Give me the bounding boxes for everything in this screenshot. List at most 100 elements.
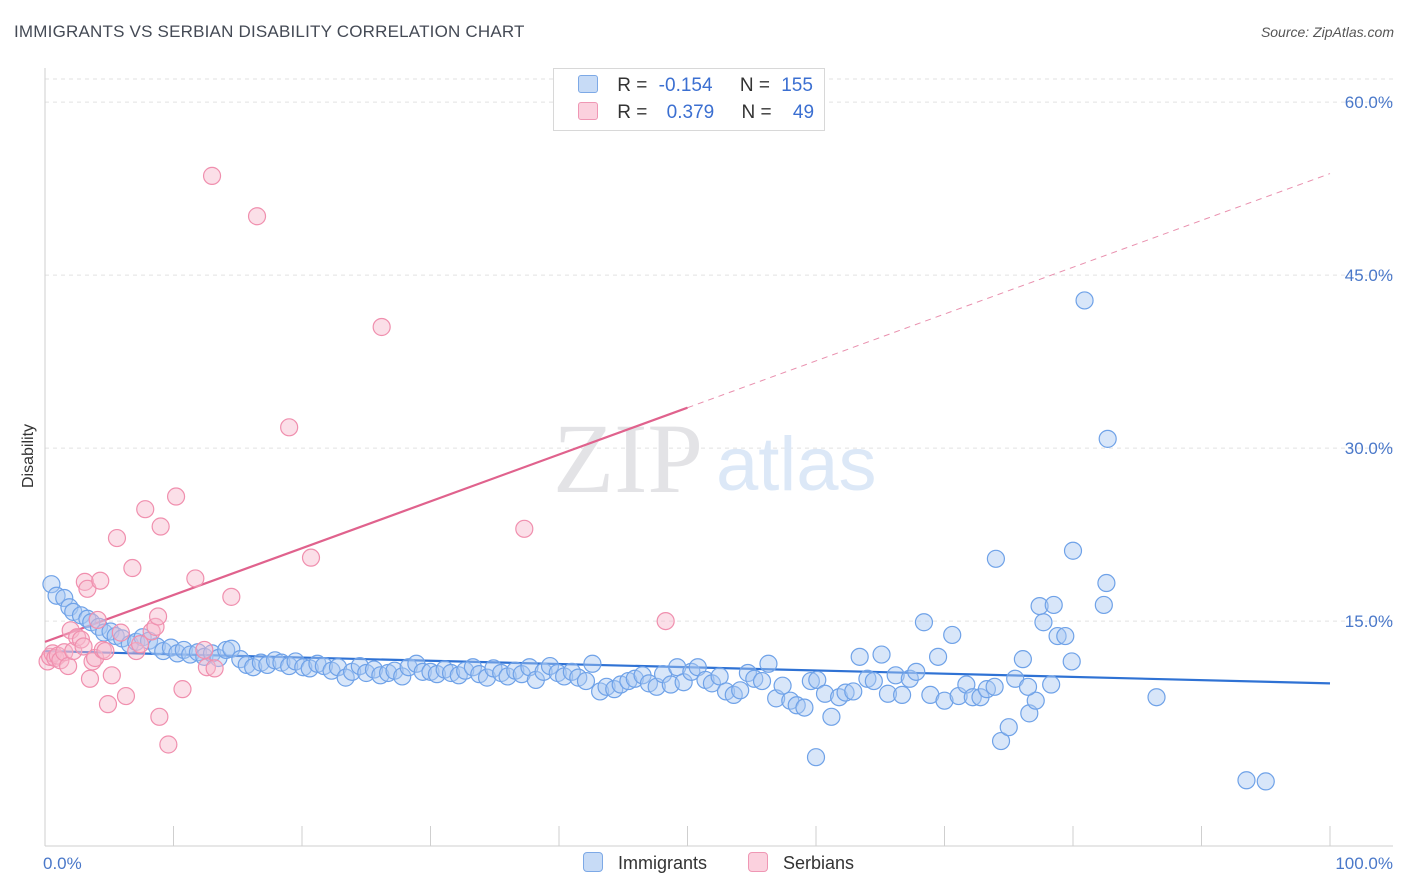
immigrants-point <box>702 674 722 693</box>
immigrants-point <box>42 575 61 594</box>
immigrants-point <box>174 640 193 660</box>
immigrants-point <box>477 668 497 687</box>
y-tick-labels: 15.0% 30.0% 45.0% 60.0% <box>1345 93 1393 631</box>
immigrants-point <box>1006 669 1025 688</box>
serbians-point <box>88 610 107 630</box>
serbians-point <box>222 587 241 606</box>
y-tick-label: 15.0% <box>1345 612 1393 631</box>
serbians-point <box>202 166 222 185</box>
serbians-point <box>159 735 178 754</box>
serbians-point <box>247 207 267 226</box>
immigrants-point <box>1094 595 1113 615</box>
legend-item-serbians[interactable]: Serbians <box>748 852 854 874</box>
immigrants-point <box>836 683 855 702</box>
serbians-point <box>71 630 91 649</box>
immigrants-point <box>222 639 241 658</box>
immigrants-point <box>801 671 820 691</box>
serbians-point <box>166 487 186 506</box>
immigrants-point <box>1237 771 1256 790</box>
immigrants-point <box>935 691 954 710</box>
serbians-point <box>280 418 299 437</box>
legend-label-immigrants: Immigrants <box>618 853 708 873</box>
series-legend: Immigrants Serbians <box>0 852 1406 876</box>
serbians-point <box>98 695 118 714</box>
serbians-point <box>515 519 534 538</box>
immigrants-point <box>710 667 729 686</box>
source-label: Source: ZipAtlas.com <box>1260 24 1394 40</box>
immigrants-point <box>907 662 926 681</box>
serbians-point <box>91 571 110 590</box>
legend-n-label: N = <box>741 102 772 123</box>
immigrants-point <box>806 748 826 767</box>
serbians-point <box>148 607 168 626</box>
serbians-point <box>197 658 217 677</box>
serbians-trend-line <box>44 406 688 643</box>
serbians-point <box>656 611 675 631</box>
immigrants-point <box>1062 652 1081 671</box>
immigrants-point <box>724 685 743 705</box>
legend-swatch-serbians <box>748 852 768 872</box>
immigrants-point <box>986 549 1006 568</box>
immigrants-point <box>892 685 912 705</box>
immigrants-point <box>89 617 109 636</box>
immigrants-point <box>1098 429 1117 448</box>
immigrants-point <box>1026 691 1045 710</box>
immigrants-point <box>900 669 919 688</box>
immigrants-point <box>999 718 1018 737</box>
legend-item-immigrants[interactable]: Immigrants <box>583 852 707 874</box>
immigrants-point <box>591 682 610 701</box>
immigrants-trend-line <box>44 649 1331 685</box>
immigrants-point <box>1030 596 1049 616</box>
legend-row-serbians: R = 0.379 N = 49 <box>578 102 814 126</box>
immigrants-point <box>878 684 898 703</box>
immigrants-point <box>795 698 814 717</box>
x-tick-label: 0.0% <box>43 854 82 873</box>
immigrants-point <box>1048 626 1067 646</box>
y-tick-label: 45.0% <box>1345 266 1393 285</box>
immigrants-point <box>449 666 468 685</box>
serbians-point <box>372 317 391 337</box>
serbians-point <box>146 617 165 636</box>
immigrants-point <box>1063 541 1083 560</box>
serbians-point <box>173 680 192 699</box>
immigrants-point <box>773 676 792 695</box>
immigrants-point <box>350 656 369 676</box>
grid-lines <box>45 78 1393 622</box>
x-tick-labels: 0.0% 100.0% <box>43 854 1393 873</box>
immigrants-point <box>682 662 701 681</box>
serbians-point <box>83 652 102 671</box>
serbians-trend-extension <box>687 173 1331 409</box>
immigrants-point <box>280 656 299 676</box>
immigrants-point <box>540 656 560 676</box>
immigrants-point <box>1044 595 1063 615</box>
immigrants-point <box>872 645 891 664</box>
immigrants-point <box>808 670 827 690</box>
watermark-zip: ZIP <box>553 403 703 514</box>
serbians-point <box>111 623 130 642</box>
legend-r-label: R = <box>617 75 648 96</box>
immigrants-point <box>413 662 432 681</box>
serbians-point <box>130 635 150 654</box>
legend-swatch-immigrants <box>578 75 598 93</box>
legend-n-value: 49 <box>792 102 815 123</box>
immigrants-point <box>752 671 772 691</box>
serbians-point <box>151 517 170 536</box>
serbians-point <box>150 707 169 726</box>
legend-n-label: N = <box>739 75 770 96</box>
immigrants-point <box>1097 573 1116 593</box>
watermark: ZIP atlas <box>553 403 877 514</box>
serbians-point <box>116 686 136 706</box>
serbians-point <box>78 579 97 598</box>
stats-legend: R = -0.154 N = 155 R = 0.379 N = 49 <box>553 68 825 131</box>
immigrants-point <box>985 677 1004 696</box>
immigrants-point <box>55 588 74 608</box>
trend-lines <box>44 173 1331 685</box>
immigrants-point <box>991 731 1011 751</box>
immigrants-point <box>914 613 934 632</box>
axes <box>44 68 1393 847</box>
immigrants-point <box>1056 626 1075 646</box>
serbians-point <box>74 637 93 656</box>
immigrants-point <box>1042 675 1061 694</box>
serbians-point <box>96 641 115 661</box>
